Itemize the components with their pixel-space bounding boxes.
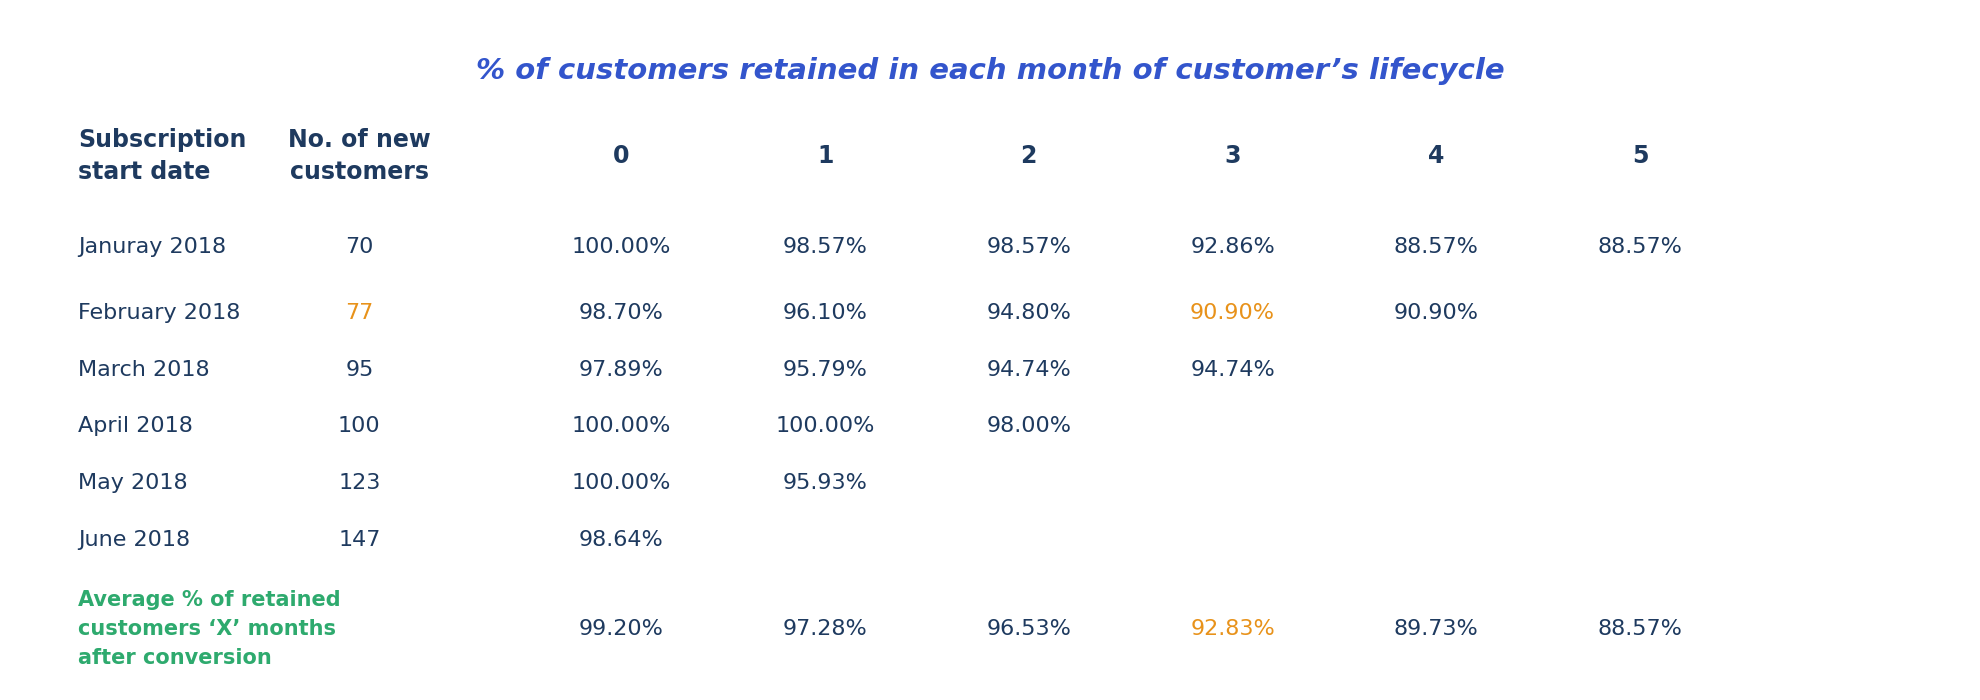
Text: 90.90%: 90.90% (1190, 303, 1275, 323)
Text: 98.57%: 98.57% (782, 237, 867, 257)
Text: 89.73%: 89.73% (1394, 620, 1479, 639)
Text: 2: 2 (1020, 144, 1038, 168)
Text: 98.00%: 98.00% (986, 416, 1071, 436)
Text: Januray 2018: Januray 2018 (77, 237, 226, 257)
Text: 99.20%: 99.20% (578, 620, 663, 639)
Text: 88.57%: 88.57% (1598, 620, 1683, 639)
Text: 94.80%: 94.80% (986, 303, 1071, 323)
Text: 97.89%: 97.89% (578, 360, 663, 379)
Text: 100.00%: 100.00% (776, 416, 875, 436)
Text: 88.57%: 88.57% (1598, 237, 1683, 257)
Text: 147: 147 (339, 530, 380, 550)
Text: Subscription
start date: Subscription start date (77, 128, 246, 184)
Text: No. of new
customers: No. of new customers (287, 128, 432, 184)
Text: 92.86%: 92.86% (1190, 237, 1275, 257)
Text: 95.93%: 95.93% (782, 473, 867, 494)
Text: 77: 77 (345, 303, 374, 323)
Text: 98.57%: 98.57% (986, 237, 1071, 257)
Text: March 2018: March 2018 (77, 360, 210, 379)
Text: April 2018: April 2018 (77, 416, 192, 436)
Text: % of customers retained in each month of customer’s lifecycle: % of customers retained in each month of… (475, 57, 1505, 85)
Text: 94.74%: 94.74% (1190, 360, 1275, 379)
Text: Average % of retained
customers ‘X’ months
after conversion: Average % of retained customers ‘X’ mont… (77, 591, 341, 668)
Text: 94.74%: 94.74% (986, 360, 1071, 379)
Text: 96.10%: 96.10% (782, 303, 867, 323)
Text: 90.90%: 90.90% (1394, 303, 1479, 323)
Text: 97.28%: 97.28% (782, 620, 867, 639)
Text: 123: 123 (339, 473, 380, 494)
Text: May 2018: May 2018 (77, 473, 188, 494)
Text: 100.00%: 100.00% (572, 237, 671, 257)
Text: 1: 1 (818, 144, 834, 168)
Text: 96.53%: 96.53% (986, 620, 1071, 639)
Text: 95.79%: 95.79% (782, 360, 867, 379)
Text: 98.70%: 98.70% (578, 303, 663, 323)
Text: 4: 4 (1428, 144, 1445, 168)
Text: 100.00%: 100.00% (572, 416, 671, 436)
Text: 3: 3 (1224, 144, 1241, 168)
Text: 5: 5 (1632, 144, 1647, 168)
Text: 100: 100 (339, 416, 380, 436)
Text: 70: 70 (345, 237, 374, 257)
Text: 92.83%: 92.83% (1190, 620, 1275, 639)
Text: February 2018: February 2018 (77, 303, 240, 323)
Text: 95: 95 (345, 360, 374, 379)
Text: June 2018: June 2018 (77, 530, 190, 550)
Text: 98.64%: 98.64% (578, 530, 663, 550)
Text: 0: 0 (614, 144, 630, 168)
Text: 88.57%: 88.57% (1394, 237, 1479, 257)
Text: 100.00%: 100.00% (572, 473, 671, 494)
